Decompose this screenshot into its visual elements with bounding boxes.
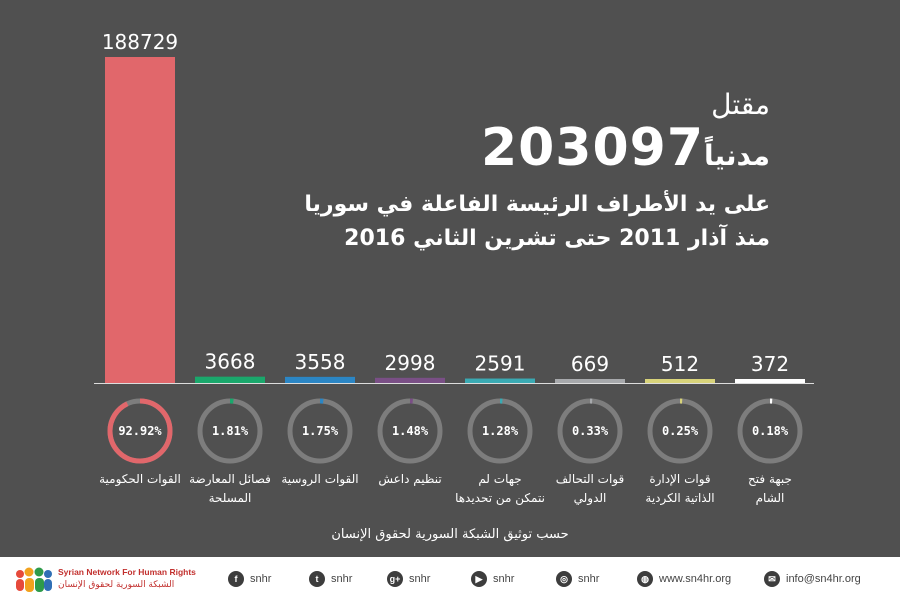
email-icon: ✉ (764, 571, 780, 587)
headline-subtitle-line1: على يد الأطراف الرئيسة الفاعلة في سوريا (304, 192, 770, 217)
logo-figure-1 (16, 570, 24, 578)
logo-body-4 (44, 579, 52, 591)
google-plus-link[interactable]: g+ snhr (387, 568, 430, 590)
category-label-3: تنظيم داعش (378, 472, 442, 486)
logo-body-3 (35, 578, 44, 592)
instagram-icon: ◎ (556, 571, 572, 587)
chart-baseline (94, 383, 814, 384)
bar-7 (735, 379, 805, 383)
logo-figure-2 (24, 567, 34, 577)
percent-ring-arc-0 (107, 398, 173, 464)
percent-ring-arc-1 (197, 398, 263, 464)
category-label-1: فصائل المعارضة المسلحة (189, 472, 271, 505)
twitter-icon: t (309, 571, 325, 587)
logo-figure-4 (44, 570, 52, 578)
bar-4 (465, 378, 535, 383)
value-label-0: 188729 (102, 30, 178, 54)
headline-subtitle-line2: منذ آذار 2011 حتى تشرين الثاني 2016 (344, 226, 770, 251)
headline: مقتل مدنياً203097 على يد الأطراف الرئيسة… (210, 88, 770, 256)
bar-6 (645, 379, 715, 383)
category-label-6: قوات الإدارة الذاتية الكردية (645, 472, 715, 505)
headline-number-line: مدنياً203097 (210, 120, 770, 188)
value-label-4: 2591 (475, 352, 526, 376)
email-address: info@sn4hr.org (786, 573, 861, 585)
google-plus-icon: g+ (387, 571, 403, 587)
value-label-5: 669 (571, 352, 609, 376)
bar-5 (555, 379, 625, 383)
logo-figure-3 (34, 567, 44, 577)
youtube-handle: snhr (493, 573, 515, 585)
website-url: www.sn4hr.org (659, 573, 732, 585)
globe-icon: ◍ (637, 571, 653, 587)
logo-arabic-text: الشبكة السورية لحقوق الإنسان (58, 580, 175, 590)
percent-label-1: 1.81% (212, 424, 249, 438)
percent-ring-arc-3 (377, 398, 443, 464)
percent-label-2: 1.75% (302, 424, 339, 438)
percent-label-7: 0.18% (752, 424, 789, 438)
facebook-handle: snhr (250, 573, 272, 585)
website-link[interactable]: ◍ www.sn4hr.org (637, 568, 731, 590)
headline-killed-word: مقتل (711, 88, 770, 121)
logo-body-2 (25, 578, 34, 592)
footer: Syrian Network For Human Rights الشبكة ا… (0, 557, 900, 600)
infographic-canvas: مقتل مدنياً203097 على يد الأطراف الرئيسة… (94, 30, 814, 542)
bar-1 (195, 376, 265, 383)
youtube-icon: ▶ (471, 571, 487, 587)
value-label-1: 3668 (205, 350, 256, 374)
percent-label-4: 1.28% (482, 424, 519, 438)
value-label-7: 372 (751, 352, 789, 376)
percent-label-3: 1.48% (392, 424, 429, 438)
category-label-0: القوات الحكومية (99, 472, 181, 486)
logo-body-1 (16, 579, 24, 591)
percent-ring-arc-7 (737, 398, 803, 464)
percent-ring-arc-4 (467, 398, 533, 464)
source-note: حسب توثيق الشبكة السورية لحقوق الإنسان (331, 527, 569, 542)
twitter-link[interactable]: t snhr (309, 568, 352, 590)
snhr-logo[interactable]: Syrian Network For Human Rights الشبكة ا… (14, 565, 204, 595)
facebook-link[interactable]: f snhr (228, 568, 271, 590)
value-label-6: 512 (661, 352, 699, 376)
twitter-handle: snhr (331, 573, 353, 585)
percent-ring-arc-5 (557, 398, 623, 464)
youtube-link[interactable]: ▶ snhr (471, 568, 514, 590)
percent-ring-arc-6 (647, 398, 713, 464)
percent-label-6: 0.25% (662, 424, 699, 438)
instagram-link[interactable]: ◎ snhr (556, 568, 599, 590)
bar-0 (105, 57, 175, 383)
google-plus-handle: snhr (409, 573, 431, 585)
percent-label-0: 92.92% (118, 424, 162, 438)
headline-total-number: 203097 (480, 118, 705, 178)
percent-ring-arc-2 (287, 398, 353, 464)
category-label-5: قوات التحالف الدولي (555, 472, 625, 505)
category-label-7: جبهة فتح الشام (748, 472, 792, 505)
facebook-icon: f (228, 571, 244, 587)
bar-chart: 188729 92.92% 3668 1.81% 3558 1.75% 2998 1.48% 2… (102, 30, 805, 464)
value-label-2: 3558 (295, 350, 346, 374)
headline-civilians-word: مدنياً (704, 139, 770, 172)
bar-2 (285, 376, 355, 383)
instagram-handle: snhr (578, 573, 600, 585)
category-label-2: القوات الروسية (281, 472, 359, 486)
bar-3 (375, 377, 445, 383)
category-label-4: جهات لم نتمكن من تحديدها (455, 472, 545, 505)
logo-people-icon (16, 567, 52, 592)
value-label-3: 2998 (385, 351, 436, 375)
percent-label-5: 0.33% (572, 424, 609, 438)
email-link[interactable]: ✉ info@sn4hr.org (764, 568, 861, 590)
logo-english-text: Syrian Network For Human Rights (58, 567, 196, 577)
